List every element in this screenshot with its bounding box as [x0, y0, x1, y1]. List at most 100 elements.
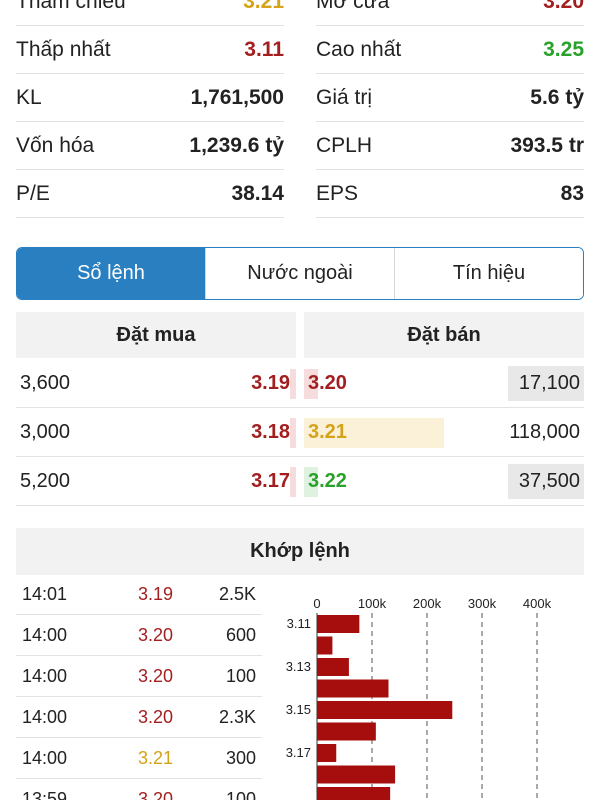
volume-by-price-chart: 0 100k 200k 300k 400k 3.11 3.13 3.15 3.17 — [275, 585, 600, 800]
matched-time: 14:00 — [22, 707, 68, 727]
volume-bar — [317, 615, 360, 633]
stat-value: 1,761,500 — [190, 85, 284, 109]
buy-price: 3.17 — [251, 470, 290, 492]
volume-bar — [317, 744, 337, 762]
stat-row: KL 1,761,500 Giá trị 5.6 tỷ — [0, 74, 600, 122]
order-book-row: 3,600 3.19 3.20 17,100 — [16, 359, 584, 408]
buy-orders-header: Đặt mua — [16, 312, 296, 358]
stat-value: 38.14 — [231, 181, 284, 205]
stat-value: 393.5 tr — [510, 133, 584, 157]
matched-order-row: 14:00 3.20 100 — [16, 656, 262, 697]
stat-label: Mở cửa — [316, 0, 390, 13]
stat-row: Vốn hóa 1,239.6 tỷ CPLH 393.5 tr — [0, 122, 600, 170]
stat-value: 3.25 — [543, 37, 584, 61]
matched-order-row: 14:00 3.20 2.3K — [16, 697, 262, 738]
tab-bar: Sổ lệnh Nước ngoài Tín hiệu — [16, 247, 584, 300]
matched-time: 14:00 — [22, 748, 68, 768]
matched-price: 3.21 — [138, 748, 174, 768]
sell-price-bar — [304, 369, 318, 399]
stat-value: 3.21 — [243, 0, 284, 13]
matched-volume: 100 — [225, 666, 256, 686]
tab-signals[interactable]: Tín hiệu — [394, 248, 583, 299]
stat-label: Thấp nhất — [16, 37, 111, 61]
matched-volume: 100 — [225, 789, 256, 800]
tab-order-book[interactable]: Sổ lệnh — [17, 248, 205, 299]
matched-time: 14:00 — [22, 625, 68, 645]
stat-label: CPLH — [316, 133, 373, 157]
stat-cell: Tham chiếu 3.21 — [16, 0, 284, 26]
buy-volume: 3,000 — [20, 421, 71, 443]
buy-volume: 5,200 — [20, 470, 71, 492]
volume-bar — [317, 679, 389, 698]
stat-label: Giá trị — [316, 85, 373, 109]
sell-price: 3.21 — [308, 421, 347, 443]
stat-cell: Thấp nhất 3.11 — [16, 26, 284, 74]
sell-volume: 37,500 — [518, 470, 580, 492]
stat-cell: Vốn hóa 1,239.6 tỷ — [16, 122, 284, 170]
matched-order-row: 14:00 3.20 600 — [16, 615, 262, 656]
matched-order-row: 14:01 3.19 2.5K — [16, 574, 262, 615]
stat-value: 5.6 tỷ — [530, 85, 584, 109]
stat-cell: Cao nhất 3.25 — [316, 26, 584, 74]
stat-cell: EPS 83 — [316, 170, 584, 218]
matched-order-row: 14:00 3.21 300 — [16, 738, 262, 779]
sell-volume: 17,100 — [518, 372, 580, 394]
x-tick-label: 100k — [358, 596, 387, 611]
matched-volume: 300 — [225, 748, 256, 768]
matched-volume: 600 — [225, 625, 256, 645]
matched-price: 3.20 — [138, 625, 174, 645]
sell-price-bar — [304, 467, 318, 497]
stat-label: Cao nhất — [316, 37, 402, 61]
stat-label: P/E — [16, 181, 50, 205]
stat-cell: KL 1,761,500 — [16, 74, 284, 122]
stat-value: 1,239.6 tỷ — [189, 133, 284, 157]
buy-volume-bar — [290, 467, 296, 497]
stat-cell: P/E 38.14 — [16, 170, 284, 218]
sell-volume-bar — [508, 366, 584, 401]
volume-bar — [317, 787, 391, 800]
x-tick-label: 200k — [413, 596, 442, 611]
x-tick-label: 0 — [313, 596, 320, 611]
stat-cell: Mở cửa 3.20 — [316, 0, 584, 26]
matched-time: 14:01 — [22, 584, 68, 604]
stat-row: Tham chiếu 3.21 Mở cửa 3.20 — [0, 0, 600, 26]
buy-price: 3.18 — [251, 421, 290, 443]
y-tick-label: 3.17 — [286, 745, 311, 760]
order-book-row: 3,000 3.18 3.21 118,000 — [16, 408, 584, 457]
buy-volume-bar — [290, 418, 296, 448]
matched-price: 3.19 — [138, 584, 174, 604]
volume-bar — [317, 636, 333, 655]
volume-bar — [317, 765, 396, 784]
stat-cell: CPLH 393.5 tr — [316, 122, 584, 170]
sell-orders-header: Đặt bán — [304, 312, 584, 358]
volume-bar — [317, 701, 453, 719]
stat-value: 83 — [560, 181, 584, 205]
volume-bar — [317, 658, 349, 676]
stat-label: EPS — [316, 181, 359, 205]
y-tick-label: 3.15 — [286, 702, 311, 717]
matched-volume: 2.5K — [218, 584, 256, 604]
buy-volume-bar — [290, 369, 296, 399]
stat-label: Vốn hóa — [16, 133, 95, 157]
stat-value: 3.11 — [244, 37, 284, 61]
x-tick-label: 300k — [468, 596, 497, 611]
stat-row: Thấp nhất 3.11 Cao nhất 3.25 — [0, 26, 600, 74]
volume-chart-svg: 0 100k 200k 300k 400k 3.11 3.13 3.15 3.17 — [286, 596, 552, 800]
matched-price: 3.20 — [138, 666, 174, 686]
stat-label: Tham chiếu — [16, 0, 126, 13]
matched-volume: 2.3K — [218, 707, 256, 727]
matched-order-row: 13:59 3.20 100 — [16, 779, 262, 800]
matched-time: 13:59 — [22, 789, 68, 800]
sell-price-bar — [304, 418, 444, 448]
sell-price: 3.22 — [308, 470, 347, 492]
stats-grid: Tham chiếu 3.21 Mở cửa 3.20 Thấp nhất 3.11 Cao… — [0, 0, 600, 218]
buy-volume: 3,600 — [20, 372, 71, 394]
stat-cell: Giá trị 5.6 tỷ — [316, 74, 584, 122]
tab-foreign[interactable]: Nước ngoài — [205, 248, 394, 299]
y-tick-label: 3.11 — [287, 616, 311, 631]
matched-price: 3.20 — [138, 789, 174, 800]
matched-price: 3.20 — [138, 707, 174, 727]
order-book-row: 5,200 3.17 3.22 37,500 — [16, 457, 584, 506]
buy-price: 3.19 — [251, 372, 290, 394]
stat-label: KL — [16, 85, 42, 109]
